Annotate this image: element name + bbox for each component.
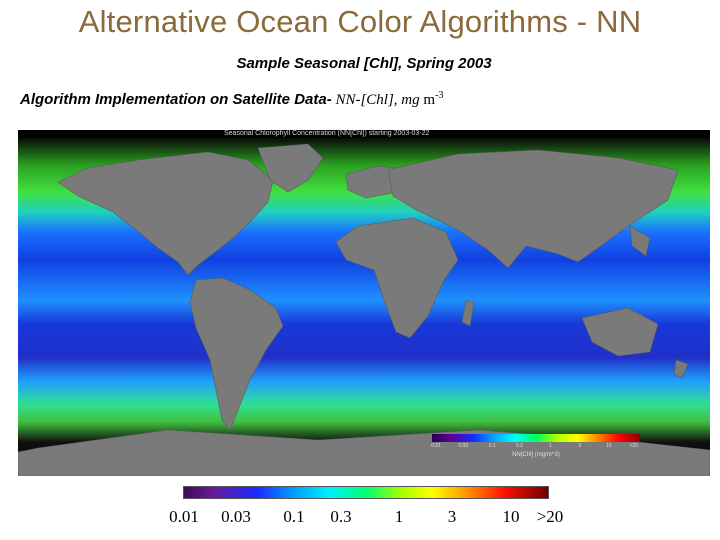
colorbar-tick: 0.03 [221, 507, 251, 526]
colorbar-tick: >20 [536, 507, 564, 526]
map-legend-gradient [432, 434, 640, 442]
map-legend-tick: 0.3 [515, 443, 523, 449]
map-legend-ticks: 0.01 0.03 0.1 0.3 1 3 10 >20 [431, 443, 640, 453]
implementation-caption: Algorithm Implementation on Satellite Da… [20, 90, 443, 109]
map-title: Seasonal Chlorophyll Concentration (NN[C… [224, 130, 430, 137]
map-header [18, 130, 710, 138]
map-legend-tick: 3 [578, 443, 582, 449]
implementation-prefix: Algorithm Implementation on Satellite Da… [20, 91, 332, 108]
colorbar-tick: 3 [447, 507, 457, 526]
map-legend-tick: 10 [606, 443, 612, 449]
map-legend: 0.01 0.03 0.1 0.3 1 3 10 >20 NN[Chl] (mg… [431, 434, 640, 472]
colorbar-tick: 10 [502, 507, 520, 526]
colorbar-tick: 0.1 [283, 507, 305, 526]
colorbar-tick: 1 [394, 507, 404, 526]
chlorophyll-map: Seasonal Chlorophyll Concentration (NN[C… [18, 130, 710, 476]
map-legend-tick: 0.1 [488, 443, 496, 449]
page-title: Alternative Ocean Color Algorithms - NN [78, 4, 642, 39]
map-legend-tick: 1 [549, 443, 552, 449]
map-image [18, 138, 710, 476]
colorbar-ticks: 0.01 0.03 0.1 0.3 1 3 10 >20 [0, 507, 720, 531]
map-legend-label: NN[Chl] (mg/m^3) [512, 452, 560, 458]
map-legend-tick: 0.01 [431, 443, 442, 449]
map-legend-tick: 0.03 [458, 443, 469, 449]
colorbar-tick: 0.3 [330, 507, 352, 526]
unit-exponent: -3 [435, 90, 444, 101]
unit-label: m [419, 92, 436, 108]
product-label: NN-[Chl], mg [331, 92, 420, 108]
colorbar [183, 486, 549, 499]
colorbar-tick: 0.01 [169, 507, 199, 526]
map-legend-tick: >20 [629, 443, 638, 449]
subtitle: Sample Seasonal [Chl], Spring 2003 [236, 55, 492, 72]
